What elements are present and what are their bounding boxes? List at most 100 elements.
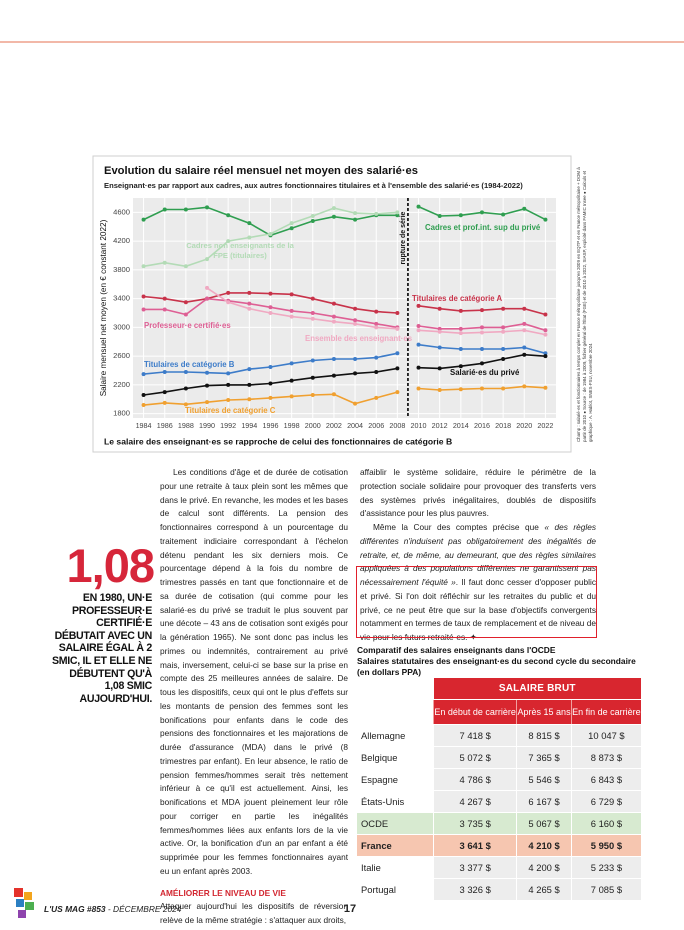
salary: 5 233 $ (570, 856, 641, 879)
column-header: En fin de carrière (570, 699, 641, 725)
paragraph: Même la Cour des comptes précise que « d… (360, 521, 596, 645)
data-point (183, 207, 188, 212)
data-point (162, 296, 167, 301)
data-point (501, 325, 506, 330)
data-point (162, 369, 167, 374)
data-point (289, 308, 294, 313)
series-label-box: Cadres non enseignants de la FPE (titula… (186, 241, 294, 260)
date: - DÉCEMBRE 2024 (107, 904, 182, 914)
data-point (522, 352, 527, 357)
data-point (416, 328, 421, 333)
series-label: Cadres non enseignants de la FPE (titula… (186, 241, 294, 260)
data-point (226, 239, 231, 244)
data-point (374, 325, 379, 330)
data-point (183, 300, 188, 305)
logo-shape (14, 888, 23, 897)
data-point (374, 321, 379, 326)
data-point (289, 314, 294, 319)
data-point (353, 211, 358, 216)
data-point (162, 390, 167, 395)
country: Belgique (357, 746, 434, 769)
x-tick-label: 1998 (284, 421, 300, 430)
country: Espagne (357, 768, 434, 791)
data-point (268, 311, 273, 316)
series-label: Titulaires de catégorie B (144, 360, 235, 369)
data-point (501, 386, 506, 391)
salary: 10 047 $ (570, 724, 641, 747)
data-point (162, 207, 167, 212)
pull-quote-number: 1,08 (66, 539, 155, 592)
data-point (501, 357, 506, 362)
data-point (247, 301, 252, 306)
data-point (310, 358, 315, 363)
data-point (437, 213, 442, 218)
x-tick-label: 2016 (474, 421, 490, 430)
paragraph: Attaquer aujourd'hui les dispositifs de … (160, 901, 348, 925)
data-point (416, 303, 421, 308)
data-point (310, 311, 315, 316)
data-point (501, 306, 506, 311)
series-label: Titulaires de catégorie A (412, 294, 502, 303)
data-point (458, 326, 463, 331)
data-point (395, 351, 400, 356)
data-point (205, 383, 210, 388)
table-subtitle: Salaires statutaires des enseignant·es d… (357, 656, 636, 677)
data-point (374, 211, 379, 216)
data-point (543, 312, 548, 317)
data-point (395, 311, 400, 316)
country: Allemagne (357, 724, 434, 747)
quote: « des règles différentes n'induisent pas… (360, 522, 596, 587)
x-tick-label: 2018 (495, 421, 511, 430)
chart-source: Champ : salarié·es et fonctionnaires à t… (576, 167, 593, 442)
data-point (522, 206, 527, 211)
column-header: Après 15 ans (516, 699, 572, 725)
x-tick-label: 1984 (136, 421, 152, 430)
data-point (353, 321, 358, 326)
data-point (479, 210, 484, 215)
data-point (522, 384, 527, 389)
data-point (226, 382, 231, 387)
data-point (458, 213, 463, 218)
data-point (458, 387, 463, 392)
data-point (289, 361, 294, 366)
data-point (268, 305, 273, 310)
data-point (289, 292, 294, 297)
data-point (479, 330, 484, 335)
data-point (522, 328, 527, 333)
logo-shape (24, 892, 32, 900)
data-point (310, 392, 315, 397)
table-title-line: Comparatif des salaires enseignants dans… (357, 645, 556, 655)
column-2: affaiblir le système solidaire, réduire … (360, 466, 596, 645)
data-point (543, 351, 548, 356)
salary: 6 843 $ (570, 768, 641, 791)
salary: 3 735 $ (432, 812, 517, 835)
logo-shape (18, 910, 26, 918)
data-point (353, 357, 358, 362)
subheading: AMÉLIORER LE NIVEAU DE VIE (160, 887, 286, 898)
data-point (310, 219, 315, 224)
data-point (310, 375, 315, 380)
x-tick-label: 2002 (326, 421, 342, 430)
y-axis-title: Salaire mensuel net moyen (en € constant… (99, 219, 108, 396)
data-point (437, 306, 442, 311)
logo (14, 888, 34, 918)
series-label: Salarié·es du privé (450, 368, 520, 377)
salary: 7 365 $ (516, 746, 572, 769)
data-point (205, 370, 210, 375)
salary: 5 072 $ (432, 746, 517, 769)
series-label: Ensemble des enseignant·es (305, 334, 413, 343)
data-point (226, 290, 231, 295)
country: OCDE (357, 812, 434, 835)
data-point (353, 306, 358, 311)
data-point (543, 385, 548, 390)
x-tick-label: 1990 (199, 421, 215, 430)
x-tick-label: 2014 (453, 421, 469, 430)
group-header: SALAIRE BRUT (433, 678, 641, 700)
y-tick-label: 2600 (113, 351, 130, 360)
data-point (205, 296, 210, 301)
data-point (395, 213, 400, 218)
data-point (247, 367, 252, 372)
data-point (141, 217, 146, 222)
table-row: Portugal 3 326 $4 265 $7 085 $ (357, 878, 641, 901)
data-point (374, 395, 379, 400)
